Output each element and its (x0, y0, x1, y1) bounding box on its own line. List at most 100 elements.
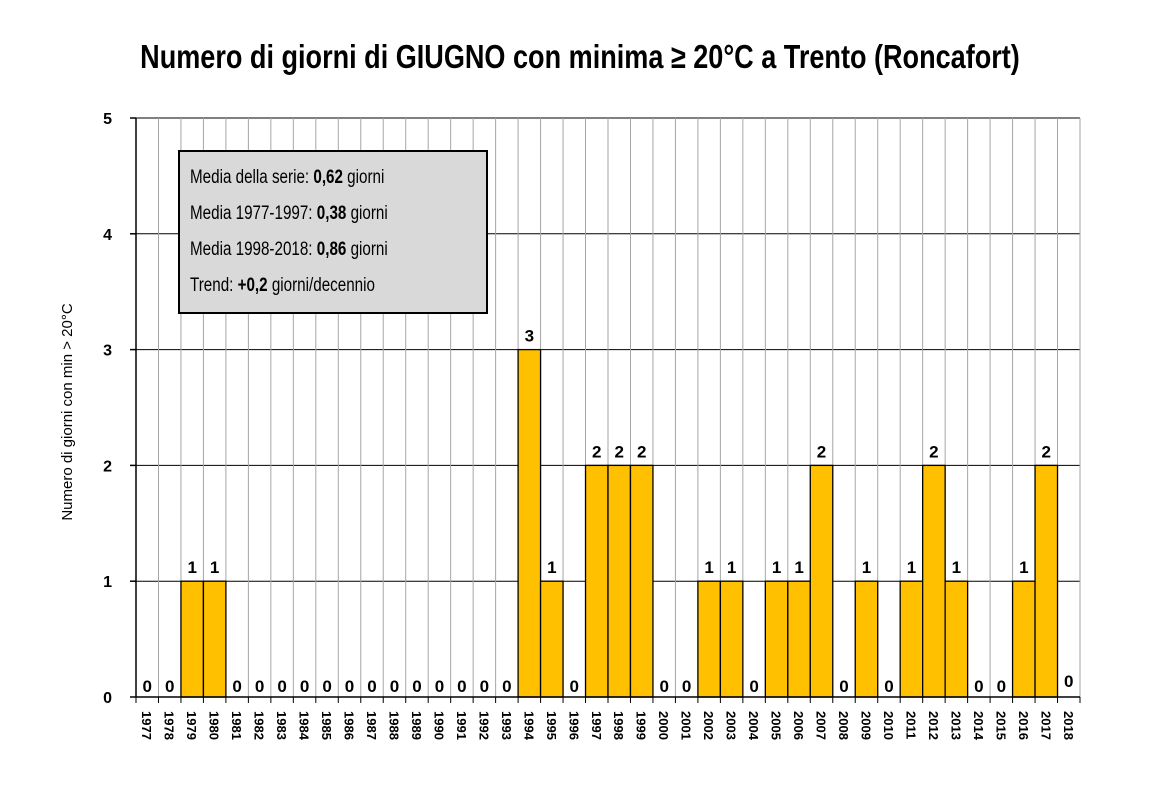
stats-line-trend: Trend: +0,2 giorni/decennio (190, 268, 419, 304)
data-label: 0 (322, 677, 331, 696)
bar (1011, 580, 1036, 698)
stats-annotation-box: Media della serie: 0,62 giorni Media 197… (178, 150, 488, 314)
data-label: 0 (300, 677, 309, 696)
x-tick-label: 2011 (903, 711, 918, 739)
data-label: 1 (952, 558, 961, 577)
x-tick-label: 2016 (1016, 711, 1031, 740)
data-label: 1 (727, 558, 736, 577)
x-tick-label: 2012 (926, 711, 941, 740)
bar (517, 348, 542, 698)
bar (697, 580, 722, 698)
x-tick-label: 1999 (634, 711, 649, 740)
stats-label: Media della serie: (190, 167, 310, 188)
x-tick-label: 2006 (791, 711, 806, 740)
data-label: 0 (974, 677, 983, 696)
stats-line-series-mean: Media della serie: 0,62 giorni (190, 160, 419, 196)
data-label: 1 (704, 558, 713, 577)
x-tick-label: 2017 (1038, 711, 1053, 740)
bar (899, 580, 924, 698)
data-label: 0 (749, 677, 758, 696)
x-tick-label: 1978 (162, 711, 177, 740)
x-tick-label: 1984 (297, 711, 312, 741)
x-tick-label: 1996 (566, 711, 581, 740)
stats-label: Media 1998-2018: (190, 239, 313, 260)
bar (944, 580, 969, 698)
data-label: 0 (255, 677, 264, 696)
bar (809, 464, 834, 698)
stats-value: 0,38 (316, 203, 347, 224)
data-label: 0 (345, 677, 354, 696)
data-label: 0 (659, 677, 668, 696)
x-tick-label: 2018 (1061, 711, 1076, 740)
y-tick-label: 3 (103, 343, 112, 360)
data-label: 0 (367, 677, 376, 696)
x-tick-label: 1977 (139, 711, 154, 740)
bar (180, 580, 205, 698)
data-label: 1 (187, 558, 196, 577)
data-label: 0 (480, 677, 489, 696)
data-label: 2 (1042, 442, 1051, 461)
data-label: 0 (390, 677, 399, 696)
bar (787, 580, 811, 698)
x-tick-label: 1985 (319, 711, 334, 740)
data-label: 0 (143, 677, 152, 696)
data-label: 2 (637, 442, 646, 461)
x-tick-label: 1994 (521, 711, 536, 741)
bar (629, 464, 654, 698)
x-tick-label: 1979 (184, 711, 199, 740)
stats-label: Trend: (190, 275, 234, 296)
x-tick-label: 1986 (342, 711, 357, 740)
stats-line-mean-1977-1997: Media 1977-1997: 0,38 giorni (190, 196, 419, 232)
x-tick-label: 2001 (679, 711, 694, 740)
data-label: 1 (907, 558, 916, 577)
x-tick-label: 1991 (454, 711, 469, 740)
axes-layer (130, 117, 1081, 703)
stats-value: 0,62 (313, 167, 343, 188)
data-label: 1 (210, 558, 219, 577)
x-tick-label: 1983 (274, 711, 289, 740)
data-label: 2 (615, 442, 624, 461)
stats-unit: giorni (347, 167, 385, 188)
data-label: 1 (772, 558, 781, 577)
x-tick-label: 1988 (386, 711, 401, 740)
y-tick-label: 5 (103, 111, 112, 128)
data-label: 0 (570, 677, 579, 696)
x-tick-label: 1992 (476, 711, 491, 740)
x-tick-label: 1995 (544, 711, 559, 740)
x-tick-label: 2007 (814, 711, 829, 740)
bar (854, 580, 879, 698)
data-label: 2 (817, 442, 826, 461)
stats-label: Media 1977-1997: (190, 203, 313, 224)
data-label: 0 (502, 677, 511, 696)
x-tick-label: 2013 (948, 711, 963, 740)
labels-layer: 0 1 2 3 4 5 0 1977 0 1978 1 1979 1 1980 0 1981 0 1982 0 198… (103, 111, 1076, 741)
data-label: 0 (435, 677, 444, 696)
chart-title: Numero di giorni di GIUGNO con minima ≥ … (140, 38, 1020, 75)
x-tick-label: 1993 (499, 711, 514, 740)
x-tick-label: 1990 (431, 711, 446, 740)
x-tick-label: 2002 (701, 711, 716, 740)
data-label: 0 (412, 677, 421, 696)
data-label: 2 (592, 442, 601, 461)
bar (764, 580, 789, 698)
bar (922, 464, 946, 698)
x-tick-label: 1982 (252, 711, 267, 740)
y-tick-label: 1 (103, 574, 112, 591)
bars-layer (180, 348, 1059, 698)
bar (584, 464, 609, 698)
stats-value: 0,86 (316, 239, 347, 260)
data-label: 0 (884, 677, 893, 696)
data-label: 1 (547, 558, 556, 577)
data-label: 1 (862, 558, 871, 577)
stats-unit: giorni/decennio (271, 275, 375, 296)
bar (1034, 464, 1059, 698)
x-tick-label: 2009 (858, 711, 873, 740)
data-label: 0 (277, 677, 286, 696)
x-tick-label: 1981 (229, 711, 244, 740)
x-tick-label: 2014 (971, 711, 986, 741)
data-label: 0 (232, 677, 241, 696)
stats-unit: giorni (350, 239, 388, 260)
x-tick-label: 1980 (207, 711, 222, 740)
y-axis-label: Numero di giorni con min > 20°C (59, 303, 76, 521)
